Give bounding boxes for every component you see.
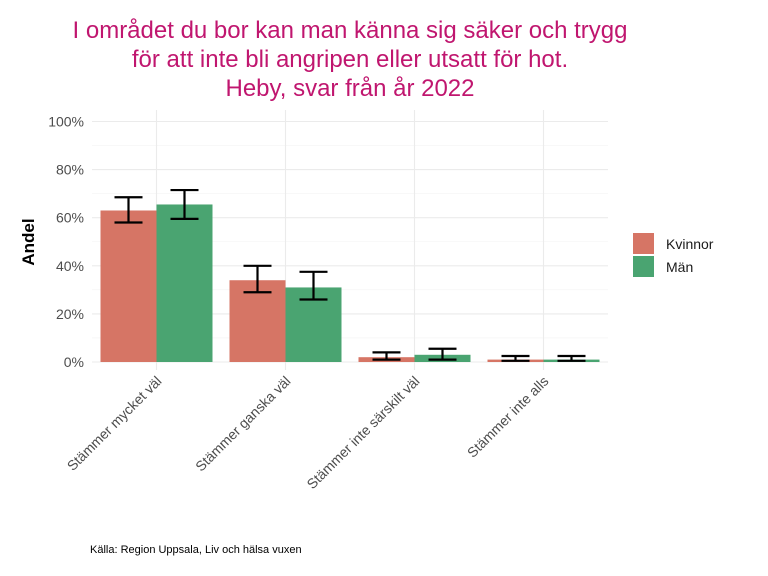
x-axis-ticks: Stämmer mycket väl Stämmer ganska väl Stäm… (64, 373, 552, 492)
error-bar-män (557, 354, 586, 362)
legend-label: Kvinnor (666, 236, 714, 252)
title-line-3: Heby, svar från år 2022 (225, 75, 474, 102)
y-tick-label: 80% (56, 162, 84, 178)
x-tick-label: Stämmer ganska väl (192, 373, 294, 475)
legend-swatch-män (633, 256, 654, 277)
y-tick-label: 40% (56, 258, 84, 274)
legend: Kvinnor Män (633, 233, 714, 277)
error-bar-män (428, 347, 457, 361)
error-bar-män (170, 188, 199, 221)
error-bar-kvinnor (114, 196, 143, 224)
caption: Källa: Region Uppsala, Liv och hälsa vux… (90, 544, 302, 556)
bar-män (156, 204, 213, 362)
y-axis-label: Andel (19, 218, 38, 265)
y-tick-label: 60% (56, 210, 84, 226)
bar-kvinnor (100, 210, 157, 362)
error-bar-män (299, 270, 328, 301)
x-tick-label: Stämmer inte särskilt väl (303, 373, 422, 492)
error-bar-kvinnor (243, 264, 272, 294)
error-bars (114, 188, 586, 362)
y-axis-ticks: 0% 20% 40% 60% 80% 100% (48, 114, 84, 371)
bars (100, 204, 600, 362)
chart-title: I området du bor kan man känna sig säker… (73, 17, 628, 102)
bar-kvinnor (229, 280, 286, 362)
error-bar-kvinnor (501, 354, 530, 362)
y-tick-label: 0% (64, 354, 84, 370)
y-tick-label: 20% (56, 306, 84, 322)
legend-label: Män (666, 259, 693, 275)
legend-swatch-kvinnor (633, 233, 654, 254)
y-tick-label: 100% (48, 114, 84, 130)
x-tick-label: Stämmer mycket väl (64, 373, 165, 474)
title-line-1: I området du bor kan man känna sig säker… (73, 17, 628, 44)
error-bar-kvinnor (372, 351, 401, 361)
x-tick-label: Stämmer inte alls (464, 373, 552, 461)
title-line-2: för att inte bli angripen eller utsatt f… (132, 46, 568, 73)
